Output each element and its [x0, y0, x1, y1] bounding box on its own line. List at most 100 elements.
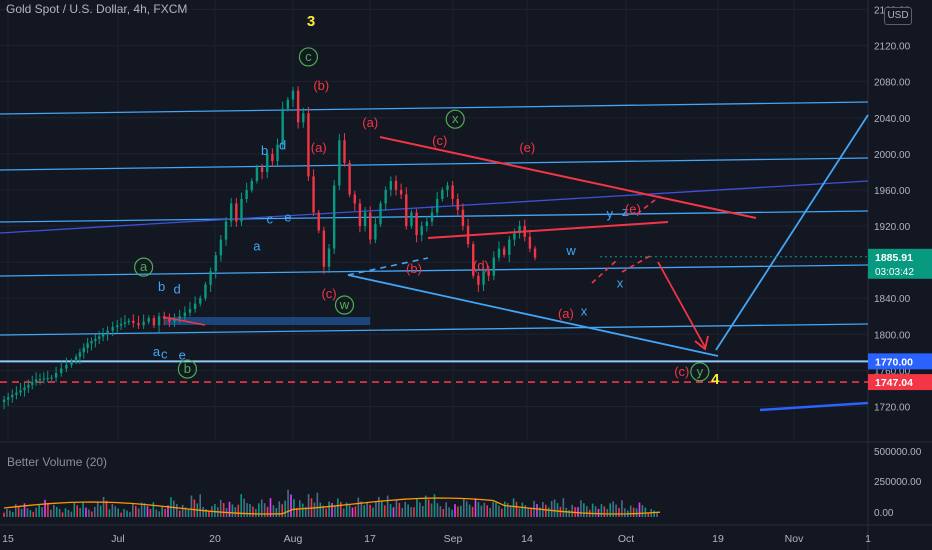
- candle-body: [42, 378, 46, 380]
- volume-indicator-title: Better Volume (20): [7, 455, 108, 469]
- projection-arrow: [657, 261, 706, 348]
- candle-body: [281, 108, 284, 145]
- candle-body: [38, 378, 42, 380]
- candle-body: [142, 321, 145, 326]
- candle-body: [250, 180, 253, 190]
- candle-body: [266, 153, 269, 172]
- candle-body: [60, 368, 63, 374]
- candle-body: [116, 325, 119, 328]
- target-price-tag-bg: [868, 374, 932, 391]
- wave-label-circle: [690, 362, 710, 382]
- wave-label-text: (e): [519, 140, 535, 155]
- wave-label-text: x: [617, 275, 624, 290]
- wave-label: (b): [313, 78, 329, 93]
- time-axis-label: Sep: [444, 533, 463, 545]
- wave-label: w: [565, 243, 576, 258]
- candle-body: [157, 316, 161, 326]
- candle-body: [420, 226, 423, 236]
- current-price-tag-countdown: 03:03:42: [875, 267, 914, 278]
- candle-body: [70, 361, 73, 365]
- wave-label: (e): [625, 201, 641, 216]
- candle-body: [31, 382, 34, 385]
- current-price-tag-bg: [868, 248, 932, 279]
- wave-label-text: y: [697, 364, 704, 379]
- wave-label: d: [173, 282, 180, 297]
- wave-label: 3: [307, 13, 315, 30]
- wave-label-text: 4: [711, 371, 720, 388]
- chart-title: Gold Spot / U.S. Dollar, 4h, FXCM: [6, 2, 188, 16]
- candle-body: [147, 318, 150, 322]
- wave-label: (e): [519, 140, 535, 155]
- wave-label-circle: [334, 295, 355, 315]
- candle-body: [98, 336, 101, 339]
- wave-label: (c): [674, 364, 689, 379]
- wave-label: y: [606, 206, 613, 221]
- candle-body: [302, 113, 305, 123]
- candle-body: [456, 198, 459, 210]
- candle-body: [46, 378, 49, 380]
- candle-body: [399, 189, 403, 195]
- time-axis-label: 17: [364, 533, 376, 545]
- candle-body: [487, 271, 490, 276]
- candle-body: [90, 341, 93, 344]
- wave-label: b: [261, 143, 268, 158]
- candle-body: [482, 271, 485, 285]
- candle-body: [415, 212, 418, 236]
- candle-body: [94, 338, 97, 342]
- projection-arrowhead: [694, 335, 709, 351]
- candle-body: [327, 248, 331, 267]
- candle-body: [348, 162, 351, 195]
- currency-badge[interactable]: USD: [884, 7, 912, 25]
- candle-body: [435, 198, 439, 213]
- wave-label-text: (b): [313, 78, 329, 93]
- candle-body: [513, 233, 516, 240]
- candle-body: [219, 239, 223, 256]
- wave-label-text: c: [305, 49, 312, 64]
- candle-body: [425, 221, 429, 227]
- candle-body: [178, 316, 181, 319]
- price-axis-label: 1760.00: [874, 366, 911, 377]
- candle-body: [492, 257, 496, 276]
- wave-label: z: [622, 204, 629, 219]
- pattern-trendline: [715, 114, 869, 351]
- wave-label: x: [617, 275, 624, 290]
- candle-body: [508, 239, 511, 255]
- candle-body: [34, 379, 38, 383]
- candle-body: [224, 221, 228, 240]
- volume-axis-label: 250000.00: [874, 477, 922, 488]
- wave-label: a: [134, 257, 154, 277]
- candle-body: [240, 198, 243, 222]
- candle-body: [101, 334, 105, 337]
- wave-label: w: [334, 295, 355, 315]
- price-axis-label: 1960.00: [874, 186, 911, 197]
- wave-label-text: (c): [432, 133, 447, 148]
- wave-label-text: (c): [674, 364, 689, 379]
- wave-label: c: [267, 211, 274, 226]
- candle-body: [394, 180, 398, 190]
- target-price-tag: 1747.04: [875, 377, 913, 389]
- candle-body: [123, 322, 127, 324]
- candle-body: [369, 212, 372, 240]
- candle-body: [477, 275, 480, 285]
- candle-body: [461, 209, 465, 227]
- candle-body: [86, 343, 89, 348]
- lower-blue-segment: [759, 401, 869, 412]
- pattern-trendline: [347, 274, 719, 357]
- candle-body: [533, 248, 537, 258]
- candle-body: [497, 248, 501, 258]
- time-axis-label: 15: [2, 533, 14, 545]
- candle-body: [518, 226, 521, 234]
- wave-label: e: [284, 210, 291, 225]
- wave-label-text: b: [158, 279, 165, 294]
- candle-body: [291, 90, 295, 100]
- price-axis-label: 2040.00: [874, 114, 911, 125]
- time-axis-label: Nov: [785, 533, 804, 545]
- candle-body: [78, 352, 82, 357]
- candle-body: [27, 384, 30, 388]
- price-axis-label: 2120.00: [874, 42, 911, 53]
- candle-body: [271, 153, 274, 162]
- candle-body: [389, 180, 393, 190]
- candle-body: [209, 271, 212, 285]
- candle-body: [379, 203, 382, 225]
